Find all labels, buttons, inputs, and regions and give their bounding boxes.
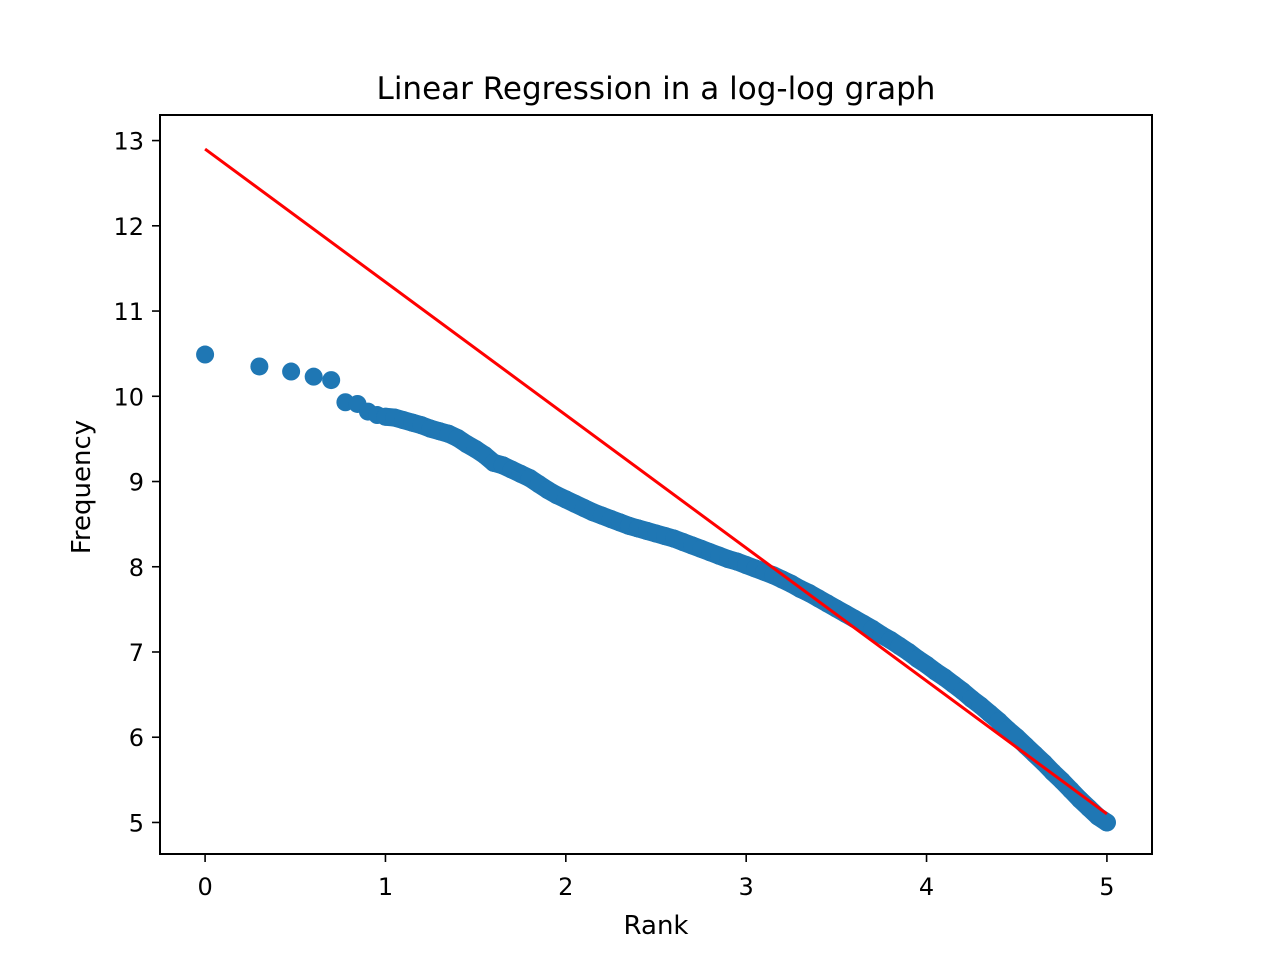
chart-title: Linear Regression in a log-log graph: [377, 71, 936, 107]
y-axis-label: Frequency: [67, 420, 97, 554]
x-tick-label-1: 1: [378, 873, 393, 901]
y-tick-label-5: 10: [113, 383, 144, 411]
scatter-point-2: [282, 362, 301, 381]
scatter-point-0: [196, 345, 215, 364]
x-axis-label: Rank: [624, 911, 689, 941]
y-tick-label-2: 7: [129, 639, 144, 667]
x-tick-label-2: 2: [558, 873, 573, 901]
scatter-point-3: [304, 367, 323, 386]
x-tick-label-5: 5: [1099, 873, 1114, 901]
y-tick-label-8: 13: [113, 128, 144, 156]
scatter-point-1: [250, 357, 269, 376]
y-tick-label-3: 8: [129, 554, 144, 582]
y-tick-label-0: 5: [129, 809, 144, 837]
y-tick-label-1: 6: [129, 724, 144, 752]
scatter-point-89: [1097, 813, 1116, 832]
y-tick-label-6: 11: [113, 298, 144, 326]
y-axis: 5 6 7 8 9 10 11 12 13: [113, 128, 160, 837]
x-tick-label-4: 4: [919, 873, 934, 901]
x-tick-label-3: 3: [739, 873, 754, 901]
plot-area: [196, 147, 1116, 832]
regression-line: [204, 147, 1108, 816]
x-axis: 0 1 2 3 4 5: [197, 854, 1115, 901]
y-tick-label-7: 12: [113, 213, 144, 241]
scatter-point-4: [322, 371, 341, 390]
y-tick-label-4: 9: [129, 469, 144, 497]
plot-frame: [159, 114, 1153, 855]
x-tick-label-0: 0: [197, 873, 212, 901]
